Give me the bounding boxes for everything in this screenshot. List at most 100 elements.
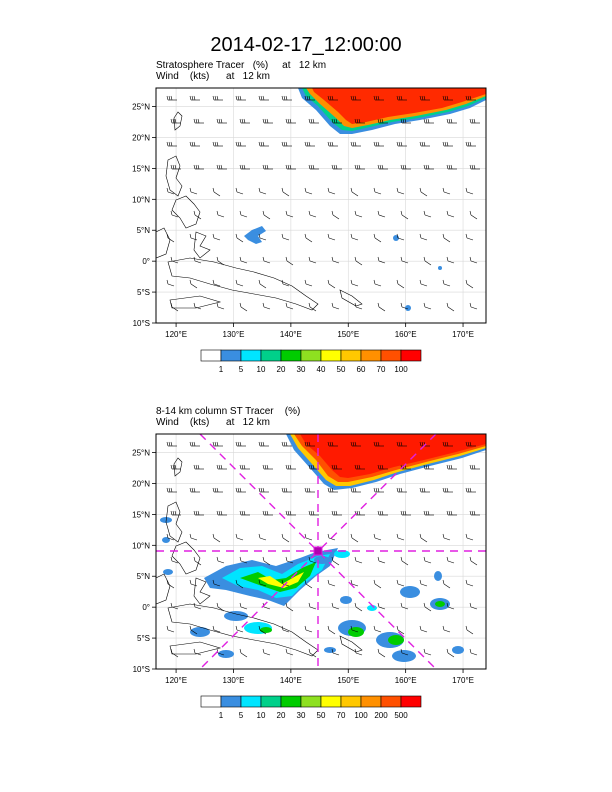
wind-barb-flag bbox=[212, 579, 215, 585]
wind-barb-flag bbox=[465, 279, 468, 285]
wind-barb-flag bbox=[423, 556, 426, 562]
wind-barb-flag bbox=[172, 510, 175, 516]
wind-barb-flag bbox=[335, 510, 338, 516]
colorbar-swatch bbox=[280, 349, 302, 362]
wind-barb bbox=[446, 164, 457, 170]
wind-barb-shaft bbox=[286, 260, 294, 266]
wind-barb-flag bbox=[304, 487, 307, 493]
wind-barb-flag bbox=[465, 533, 468, 539]
wind-barb-flag bbox=[442, 579, 445, 585]
panel1-coast-solomon-islands bbox=[339, 289, 363, 307]
colorbar-label: 20 bbox=[277, 365, 286, 374]
panel1-label: Stratosphere Tracer (%) at 12 km Wind (k… bbox=[156, 60, 326, 82]
wind-barb bbox=[423, 648, 432, 656]
wind-barb-flag bbox=[331, 602, 334, 608]
wind-barb-flag bbox=[212, 533, 215, 539]
tick-label-lat: 0° bbox=[142, 257, 150, 266]
wind-barb-flag bbox=[239, 464, 242, 470]
wind-barb bbox=[235, 95, 246, 101]
wind-barb bbox=[304, 233, 313, 243]
wind-barb-flag bbox=[331, 141, 334, 147]
wind-barb bbox=[373, 533, 382, 541]
wind-barb-flag bbox=[423, 95, 426, 101]
wind-barb-flag bbox=[469, 602, 472, 608]
wind-barb-flag bbox=[444, 141, 447, 147]
wind-barb-shaft bbox=[171, 652, 179, 658]
wind-barb bbox=[350, 233, 359, 241]
wind-barb bbox=[262, 118, 273, 124]
wind-barb bbox=[166, 141, 177, 147]
wind-barb bbox=[469, 302, 478, 310]
wind-barb-flag bbox=[212, 187, 215, 193]
wind-barb bbox=[262, 464, 273, 470]
wind-barb-flag bbox=[170, 648, 173, 654]
wind-barb bbox=[442, 625, 451, 633]
wind-barb-flag bbox=[350, 187, 353, 193]
wind-barb-flag bbox=[373, 187, 376, 193]
wind-barb-flag bbox=[258, 95, 261, 101]
wind-barb-flag bbox=[446, 164, 449, 170]
wind-barb-flag bbox=[327, 141, 330, 147]
wind-barb-flag bbox=[235, 441, 238, 447]
wind-barb bbox=[469, 648, 478, 656]
wind-barb-flag bbox=[467, 95, 470, 101]
wind-barb bbox=[419, 233, 428, 241]
panel2-tracer-blob-14 bbox=[388, 635, 404, 645]
wind-barb bbox=[281, 95, 292, 101]
wind-barb-flag bbox=[189, 441, 192, 447]
wind-barb-flag bbox=[304, 95, 307, 101]
panel2-tracer-blob-20 bbox=[340, 596, 352, 604]
wind-barb-flag bbox=[427, 164, 430, 170]
wind-barb-shaft bbox=[420, 237, 428, 241]
wind-barb-flag bbox=[262, 164, 265, 170]
wind-barb bbox=[262, 556, 271, 566]
wind-barb-shaft bbox=[332, 652, 340, 656]
colorbar-swatch bbox=[340, 695, 362, 708]
wind-barb-flag bbox=[166, 187, 169, 193]
panel2-wind-barbs bbox=[166, 441, 480, 658]
wind-barb-flag bbox=[285, 164, 288, 170]
wind-barb-shaft bbox=[424, 606, 432, 612]
wind-barb-flag bbox=[235, 579, 238, 585]
wind-barb-shaft bbox=[167, 191, 175, 195]
wind-barb bbox=[304, 279, 313, 287]
wind-barb bbox=[331, 164, 342, 170]
wind-barb-shaft bbox=[332, 214, 340, 220]
wind-barb-flag bbox=[262, 487, 265, 493]
wind-barb-flag bbox=[168, 95, 171, 101]
wind-barb-flag bbox=[396, 533, 399, 539]
wind-barb-flag bbox=[193, 441, 196, 447]
wind-barb bbox=[166, 441, 177, 447]
wind-barb-shaft bbox=[217, 306, 225, 310]
wind-barb-flag bbox=[216, 487, 219, 493]
tick-label-lon: 160°E bbox=[395, 676, 417, 685]
wind-barb-shaft bbox=[328, 537, 336, 541]
wind-barb-shaft bbox=[401, 306, 409, 310]
wind-barb bbox=[235, 141, 246, 147]
wind-barb-shaft bbox=[240, 652, 248, 658]
wind-barb bbox=[373, 187, 382, 195]
wind-barb-flag bbox=[350, 441, 353, 447]
wind-barb bbox=[465, 187, 474, 195]
wind-barb-flag bbox=[197, 464, 200, 470]
wind-barb-flag bbox=[312, 164, 315, 170]
wind-barb bbox=[304, 141, 315, 147]
wind-barb-flag bbox=[419, 233, 422, 239]
panel2-tracer-blob-2 bbox=[162, 537, 170, 543]
colorbar-swatch bbox=[320, 349, 342, 362]
wind-barb bbox=[166, 233, 175, 243]
wind-barb-flag bbox=[331, 164, 334, 170]
panel2-tracer-blob-9 bbox=[190, 627, 210, 637]
wind-barb bbox=[423, 164, 434, 170]
wind-barb-flag bbox=[310, 464, 313, 470]
panel1-map: 120°E 130°E 140°E 150°E 160°E 170°E25°N20°N15… bbox=[132, 87, 487, 374]
wind-barb-flag bbox=[327, 95, 330, 101]
colorbar-swatch bbox=[260, 349, 282, 362]
wind-barb-flag bbox=[469, 441, 472, 447]
panel2-tracer-blob-21 bbox=[452, 646, 464, 654]
wind-barb-flag bbox=[354, 256, 357, 262]
wind-barb-shaft bbox=[309, 260, 317, 264]
wind-barb-flag bbox=[396, 441, 399, 447]
tick-label-lon: 120°E bbox=[165, 330, 187, 339]
wind-barb-flag bbox=[377, 164, 380, 170]
